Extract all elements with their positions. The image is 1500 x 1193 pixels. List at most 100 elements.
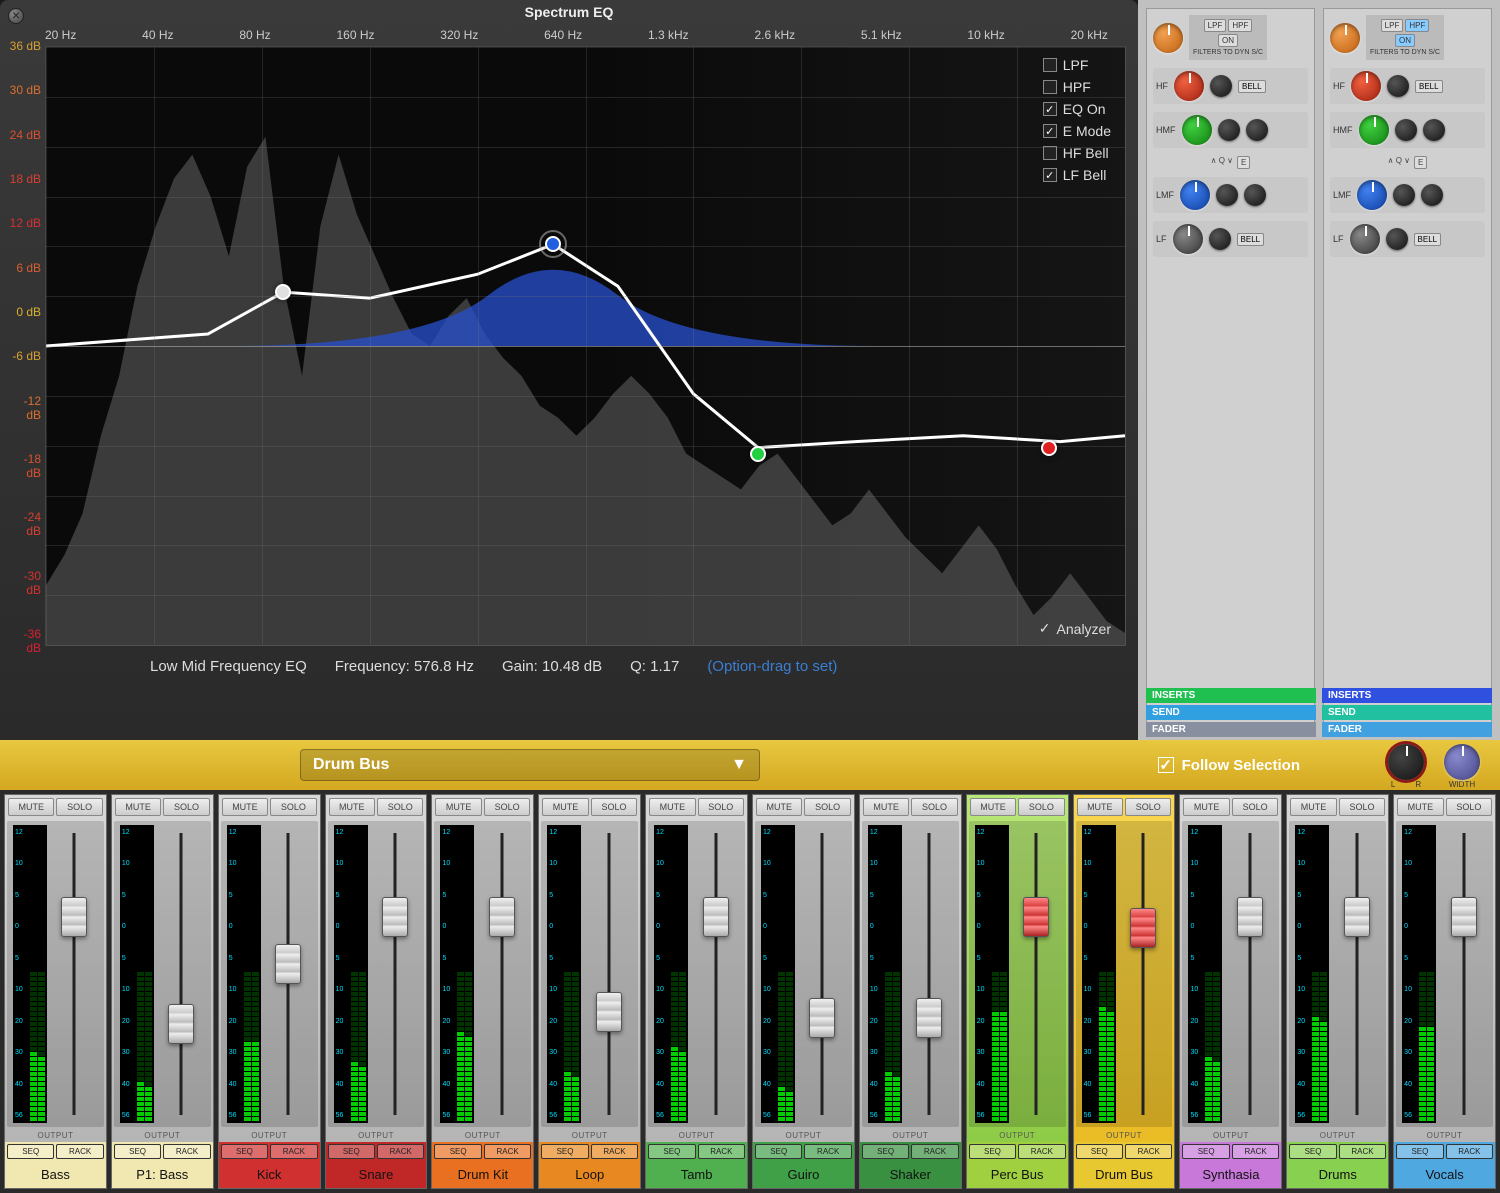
channel-name-label[interactable]: Synthasia [1180, 1161, 1281, 1188]
solo-button[interactable]: SOLO [804, 798, 850, 816]
seq-button[interactable]: SEQ [1076, 1144, 1123, 1159]
fader-cap[interactable] [703, 897, 729, 937]
channel-name-label[interactable]: Drum Bus [1074, 1161, 1175, 1188]
eq-option-eq-on[interactable]: ✓EQ On [1043, 101, 1111, 117]
mute-button[interactable]: MUTE [863, 798, 909, 816]
channel-name-label[interactable]: Drums [1287, 1161, 1388, 1188]
seq-button[interactable]: SEQ [1182, 1144, 1229, 1159]
fader-cap[interactable] [916, 998, 942, 1038]
seq-button[interactable]: SEQ [434, 1144, 481, 1159]
eq-band-node[interactable] [275, 284, 291, 300]
filter-on-btn[interactable]: ON [1218, 34, 1238, 47]
mute-button[interactable]: MUTE [8, 798, 54, 816]
lf-bell-btn[interactable]: BELL [1237, 233, 1265, 246]
lf-gain-knob[interactable] [1173, 224, 1203, 254]
seq-button[interactable]: SEQ [221, 1144, 268, 1159]
rack-button[interactable]: RACK [591, 1144, 638, 1159]
fader-cap[interactable] [1130, 908, 1156, 948]
rack-button[interactable]: RACK [484, 1144, 531, 1159]
channel-name-label[interactable]: Guiro [753, 1161, 854, 1188]
channel-name-label[interactable]: Vocals [1394, 1161, 1495, 1188]
solo-button[interactable]: SOLO [1018, 798, 1064, 816]
e-mode-btn[interactable]: E [1237, 156, 1250, 169]
mute-button[interactable]: MUTE [1183, 798, 1229, 816]
lf-freq-knob[interactable] [1209, 228, 1231, 250]
lmf-freq-knob[interactable] [1216, 184, 1238, 206]
solo-button[interactable]: SOLO [591, 798, 637, 816]
hmf-freq-knob[interactable] [1218, 119, 1240, 141]
eq-option-e-mode[interactable]: ✓E Mode [1043, 123, 1111, 139]
seq-button[interactable]: SEQ [1289, 1144, 1336, 1159]
mute-button[interactable]: MUTE [222, 798, 268, 816]
filter-on-btn-r[interactable]: ON [1395, 34, 1415, 47]
rack-button[interactable]: RACK [377, 1144, 424, 1159]
rack-button[interactable]: RACK [1339, 1144, 1386, 1159]
mute-button[interactable]: MUTE [115, 798, 161, 816]
rack-button[interactable]: RACK [1125, 1144, 1172, 1159]
hf-freq-knob[interactable] [1210, 75, 1232, 97]
fader-cap[interactable] [168, 1004, 194, 1044]
solo-button[interactable]: SOLO [1232, 798, 1278, 816]
rack-button[interactable]: RACK [163, 1144, 210, 1159]
solo-button[interactable]: SOLO [911, 798, 957, 816]
channel-name-label[interactable]: Shaker [860, 1161, 961, 1188]
fader-cap[interactable] [1237, 897, 1263, 937]
solo-button[interactable]: SOLO [484, 798, 530, 816]
mute-button[interactable]: MUTE [1290, 798, 1336, 816]
eq-band-node[interactable] [1041, 440, 1057, 456]
rack-button[interactable]: RACK [804, 1144, 851, 1159]
eq-option-hpf[interactable]: HPF [1043, 79, 1111, 95]
channel-name-label[interactable]: Tamb [646, 1161, 747, 1188]
mute-button[interactable]: MUTE [435, 798, 481, 816]
solo-button[interactable]: SOLO [163, 798, 209, 816]
solo-button[interactable]: SOLO [1125, 798, 1171, 816]
solo-button[interactable]: SOLO [56, 798, 102, 816]
hf-gain-knob[interactable] [1174, 71, 1204, 101]
rack-button[interactable]: RACK [911, 1144, 958, 1159]
mute-button[interactable]: MUTE [756, 798, 802, 816]
lmf-gain-knob-r[interactable] [1357, 180, 1387, 210]
lmf-gain-knob[interactable] [1180, 180, 1210, 210]
eq-option-lpf[interactable]: LPF [1043, 57, 1111, 73]
channel-name-label[interactable]: P1: Bass [112, 1161, 213, 1188]
hpf-knob-r[interactable] [1330, 23, 1360, 53]
mute-button[interactable]: MUTE [329, 798, 375, 816]
mute-button[interactable]: MUTE [1397, 798, 1443, 816]
seq-button[interactable]: SEQ [755, 1144, 802, 1159]
channel-name-label[interactable]: Kick [219, 1161, 320, 1188]
mute-button[interactable]: MUTE [970, 798, 1016, 816]
hmf-q-knob[interactable] [1246, 119, 1268, 141]
lmf-q-knob[interactable] [1244, 184, 1266, 206]
lmf-q-knob-r[interactable] [1421, 184, 1443, 206]
fader-cap[interactable] [1023, 897, 1049, 937]
rack-button[interactable]: RACK [56, 1144, 103, 1159]
solo-button[interactable]: SOLO [377, 798, 423, 816]
eq-graph[interactable]: 36 dB30 dB24 dB18 dB12 dB6 dB0 dB-6 dB-1… [45, 46, 1126, 646]
solo-button[interactable]: SOLO [698, 798, 744, 816]
solo-button[interactable]: SOLO [270, 798, 316, 816]
hmf-q-knob-r[interactable] [1423, 119, 1445, 141]
hmf-gain-knob-r[interactable] [1359, 115, 1389, 145]
solo-button[interactable]: SOLO [1446, 798, 1492, 816]
e-mode-btn-r[interactable]: E [1414, 156, 1427, 169]
lf-bell-btn-r[interactable]: BELL [1414, 233, 1442, 246]
hf-bell-btn-r[interactable]: BELL [1415, 80, 1443, 93]
eq-option-lf-bell[interactable]: ✓LF Bell [1043, 167, 1111, 183]
fader-cap[interactable] [61, 897, 87, 937]
channel-name-label[interactable]: Perc Bus [967, 1161, 1068, 1188]
hf-freq-knob-r[interactable] [1387, 75, 1409, 97]
hf-bell-btn[interactable]: BELL [1238, 80, 1266, 93]
fader-cap[interactable] [809, 998, 835, 1038]
seq-button[interactable]: SEQ [969, 1144, 1016, 1159]
width-knob[interactable] [1444, 744, 1480, 780]
seq-button[interactable]: SEQ [328, 1144, 375, 1159]
hf-gain-knob-r[interactable] [1351, 71, 1381, 101]
seq-button[interactable]: SEQ [1396, 1144, 1443, 1159]
fader-cap[interactable] [275, 944, 301, 984]
pan-knob-left[interactable] [1388, 744, 1424, 780]
analyzer-checkbox[interactable]: ✓Analyzer [1039, 620, 1111, 637]
eq-band-node[interactable] [545, 236, 561, 252]
follow-selection-checkbox[interactable]: ✓ Follow Selection [1158, 757, 1300, 774]
rack-button[interactable]: RACK [1232, 1144, 1279, 1159]
seq-button[interactable]: SEQ [7, 1144, 54, 1159]
